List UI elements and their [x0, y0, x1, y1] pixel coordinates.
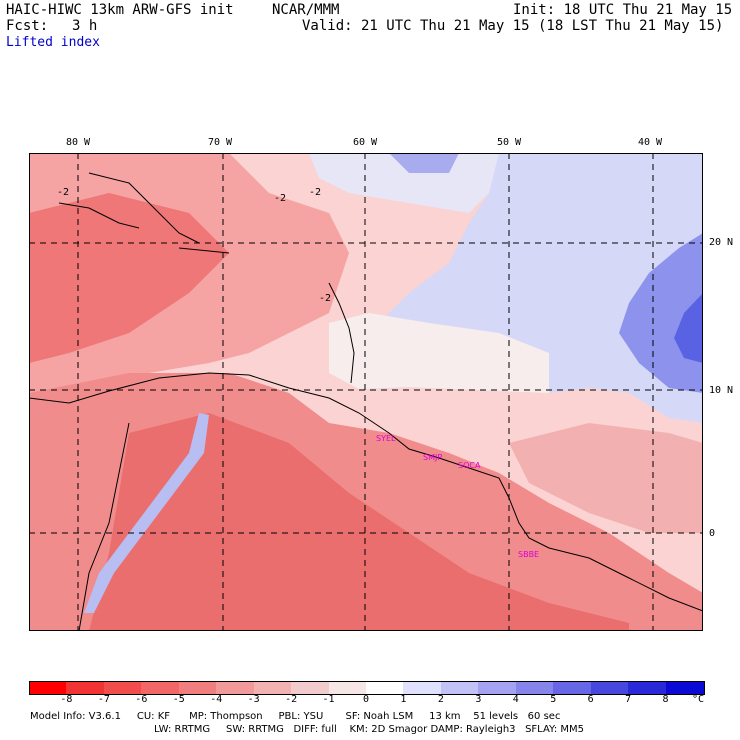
- colorbar-label: -8: [60, 694, 73, 705]
- fcst-value: 3 h: [72, 18, 98, 34]
- lifted-index-map: -2 -2 -2 -2 SYEL SMJP SOCA SBBE: [29, 153, 703, 631]
- footer-model-info: Model Info: V3.6.1 CU: KF MP: Thompson P…: [30, 711, 561, 722]
- colorbar-label: 1: [400, 694, 407, 705]
- station-label: SBBE: [518, 550, 539, 559]
- strongest-stable-region: [674, 293, 703, 363]
- lon-label-80w: 80 W: [66, 137, 91, 148]
- valid-time: Valid: 21 UTC Thu 21 May 15 (18 LST Thu …: [302, 18, 724, 34]
- colorbar-label: -2: [285, 694, 298, 705]
- colorbar-swatch: [141, 681, 180, 695]
- colorbar-swatch: [403, 681, 442, 695]
- lat-label-10n: 10 N: [709, 385, 734, 396]
- colorbar-label: -6: [135, 694, 148, 705]
- colorbar-swatch: [328, 681, 367, 695]
- init-time: Init: 18 UTC Thu 21 May 15: [513, 2, 733, 18]
- colorbar-swatch: [291, 681, 330, 695]
- station-label: SOCA: [458, 461, 481, 470]
- colorbar-swatch: [515, 681, 554, 695]
- andes-stable-streak: [84, 413, 209, 613]
- lon-label-70w: 70 W: [208, 137, 233, 148]
- colorbar-swatch: [253, 681, 292, 695]
- colorbar-label: 4: [512, 694, 519, 705]
- colorbar-label: -5: [172, 694, 185, 705]
- lat-label-20n: 20 N: [709, 237, 734, 248]
- lon-label-50w: 50 W: [497, 137, 522, 148]
- neutral-band: [329, 313, 549, 393]
- station-label: SMJP: [423, 453, 442, 462]
- colorbar-label: 5: [550, 694, 557, 705]
- field-name: Lifted index: [6, 35, 100, 50]
- colorbar-label: -3: [247, 694, 260, 705]
- colorbar-swatch: [590, 681, 629, 695]
- colorbar-label: -1: [322, 694, 335, 705]
- coastlines: [29, 172, 703, 631]
- colorbar-swatch: [366, 681, 404, 695]
- lon-label-60w: 60 W: [353, 137, 378, 148]
- caribbean-strong-unstable: [29, 193, 229, 363]
- colorbar-swatch: [66, 681, 105, 695]
- contour-label: -2: [319, 293, 331, 304]
- colorbar-label: 6: [587, 694, 594, 705]
- colorbar-swatch: [665, 681, 705, 695]
- colorbar-swatch: [29, 681, 68, 695]
- colorbar-unit: °C: [692, 694, 705, 705]
- lat-label-eq: 0: [709, 528, 716, 539]
- graticule: [29, 153, 703, 631]
- atlantic-unstable-east: [509, 423, 703, 533]
- contour-label: -2: [274, 193, 286, 204]
- colorbar-swatch: [178, 681, 217, 695]
- colorbar-swatch: [478, 681, 517, 695]
- station-label: SYEL: [376, 434, 396, 443]
- colorbar-swatch: [440, 681, 479, 695]
- contour-label: -2: [309, 187, 321, 198]
- contour-label: -2: [57, 187, 69, 198]
- colorbar-swatch: [216, 681, 255, 695]
- stable-patch-north: [389, 153, 459, 173]
- footer-physics-info: LW: RRTMG SW: RRTMG DIFF: full KM: 2D Sm…: [154, 724, 584, 735]
- colorbar-swatch: [103, 681, 142, 695]
- fcst-label: Fcst:: [6, 18, 49, 34]
- colorbar-label: -4: [210, 694, 223, 705]
- map-frame: [29, 153, 703, 631]
- south-america-strong: [89, 413, 629, 631]
- colorbar-label: 2: [437, 694, 444, 705]
- colorbar-label: 7: [625, 694, 632, 705]
- lon-label-40w: 40 W: [638, 137, 663, 148]
- colorbar-swatch: [628, 681, 667, 695]
- org-label: NCAR/MMM: [272, 2, 340, 18]
- model-title: HAIC-HIWC 13km ARW-GFS init: [6, 2, 234, 18]
- colorbar-label: 8: [662, 694, 669, 705]
- colorbar-swatch: [553, 681, 592, 695]
- colorbar-label: -7: [97, 694, 110, 705]
- colorbar-label: 0: [362, 694, 370, 705]
- colorbar-label: 3: [475, 694, 482, 705]
